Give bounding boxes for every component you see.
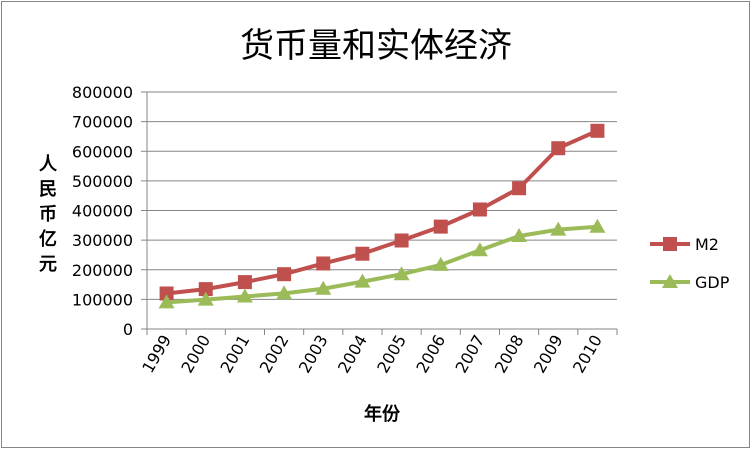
data-point-gdp xyxy=(432,256,449,271)
chart-title: 货币量和实体经济 xyxy=(240,26,512,66)
x-tick-labels: 1999 2000 2001 2002 2003 2004 2005 2006 2007 2008… xyxy=(138,331,606,376)
data-point-gdp xyxy=(589,218,606,233)
data-point-gdp xyxy=(276,285,293,300)
y-tick-label: 600000 xyxy=(72,142,133,161)
legend-marker xyxy=(662,274,678,288)
y-tick-label: 700000 xyxy=(72,113,133,132)
y-axis-label-char: 民 xyxy=(39,179,57,200)
y-tick-label: 400000 xyxy=(72,202,133,221)
series-line-m2 xyxy=(166,128,599,296)
x-tick-label: 2009 xyxy=(530,332,567,377)
x-tick-label: 2000 xyxy=(177,332,214,377)
y-tick-label: 500000 xyxy=(72,172,133,191)
legend: M2 GDP xyxy=(650,235,730,292)
y-tick-label: 300000 xyxy=(72,231,133,250)
x-tick-label: 2001 xyxy=(217,332,254,377)
data-point-m2 xyxy=(237,275,252,290)
data-point-gdp xyxy=(158,294,175,309)
x-tick-label: 2006 xyxy=(412,332,449,377)
y-tick-label: 800000 xyxy=(72,83,133,102)
y-axis-label-char: 元 xyxy=(39,254,57,275)
data-point-m2 xyxy=(472,202,487,217)
y-tick-labels: 0 100000 200000 300000 400000 500000 600000 700… xyxy=(72,83,133,339)
x-tick-label: 2010 xyxy=(569,332,606,377)
data-point-m2 xyxy=(277,267,292,282)
legend-marker xyxy=(663,237,677,251)
data-point-m2 xyxy=(551,141,566,156)
data-point-gdp xyxy=(315,280,332,295)
series-group xyxy=(158,123,606,309)
x-tick-label: 2003 xyxy=(295,332,332,377)
legend-label: M2 xyxy=(695,235,719,254)
x-tick-label: 2002 xyxy=(256,332,293,377)
axes xyxy=(146,92,618,335)
data-point-gdp xyxy=(197,291,214,306)
x-tick-label: 2004 xyxy=(334,332,371,377)
x-tick-label: 1999 xyxy=(138,332,175,377)
data-point-m2 xyxy=(316,256,331,271)
data-point-gdp xyxy=(393,266,410,281)
x-tick-label: 2008 xyxy=(491,332,528,377)
data-point-m2 xyxy=(590,123,605,138)
legend-label: GDP xyxy=(695,273,730,292)
y-axis-label-char: 亿 xyxy=(39,228,57,250)
data-point-m2 xyxy=(198,282,213,297)
y-axis-label-char: 币 xyxy=(39,204,57,225)
series-line-gdp xyxy=(166,224,598,305)
y-tick-label: 200000 xyxy=(72,261,133,280)
x-tick-label: 2005 xyxy=(373,332,410,377)
y-tick-label: 0 xyxy=(123,320,133,339)
data-point-gdp xyxy=(511,227,528,242)
data-point-m2 xyxy=(433,219,448,234)
data-point-m2 xyxy=(394,233,409,248)
x-tick-label: 2007 xyxy=(452,331,489,376)
data-point-m2 xyxy=(159,286,174,301)
data-point-m2 xyxy=(512,181,527,196)
data-point-gdp xyxy=(354,273,371,288)
x-axis-label: 年份 xyxy=(364,403,401,425)
data-point-gdp xyxy=(236,288,253,303)
data-point-m2 xyxy=(355,246,370,261)
chart-svg: 货币量和实体经济 0 100000 200000 300000 400000 500000… xyxy=(39,26,730,425)
data-point-gdp xyxy=(550,221,567,236)
y-tick-label: 100000 xyxy=(72,290,133,309)
y-axis-label-char: 人 xyxy=(39,154,58,175)
data-point-gdp xyxy=(471,242,488,257)
